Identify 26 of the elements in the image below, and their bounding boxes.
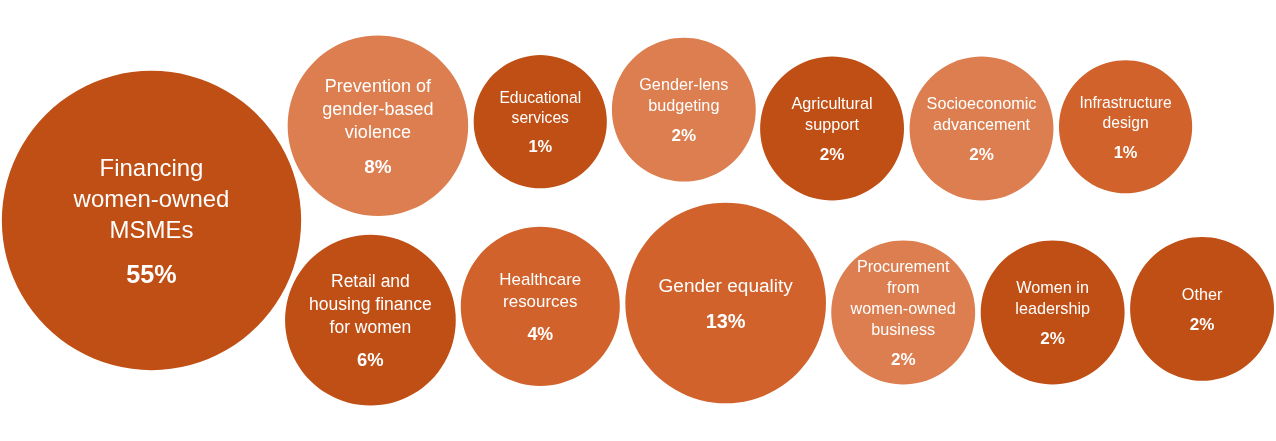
category-label: Socioeconomic advancement [926,94,1037,134]
data-label: 8% [364,155,392,177]
category-label: Other [1181,284,1223,303]
data-label: 2% [819,144,845,164]
data-label: 2% [969,144,994,164]
category-label: Retail and housing finance for women [309,271,432,337]
category-label: Agricultural support [791,94,873,134]
data-label: 4% [527,323,554,344]
category-label: Procurement from women-owned business [849,256,956,339]
data-label: 2% [1189,314,1215,334]
category-label: Healthcare resources [499,270,582,312]
data-label: 55% [126,260,177,289]
data-label: 1% [1113,142,1138,161]
category-label: Educational services [499,88,582,126]
data-label: 2% [890,349,916,369]
data-label: 2% [1040,328,1065,348]
category-label: Gender equality [658,274,794,296]
category-label: Women in leadership [1015,277,1091,317]
data-label: 6% [357,348,384,370]
data-label: 2% [671,126,697,145]
category-label: Gender-lens budgeting [639,75,729,115]
data-label: 13% [705,310,746,333]
data-label: 1% [528,137,553,156]
category-label: Infrastructure design [1079,93,1172,131]
category-label: Prevention of gender-based violence [322,75,434,143]
category-label: Financing women-owned MSMEs [72,153,230,243]
